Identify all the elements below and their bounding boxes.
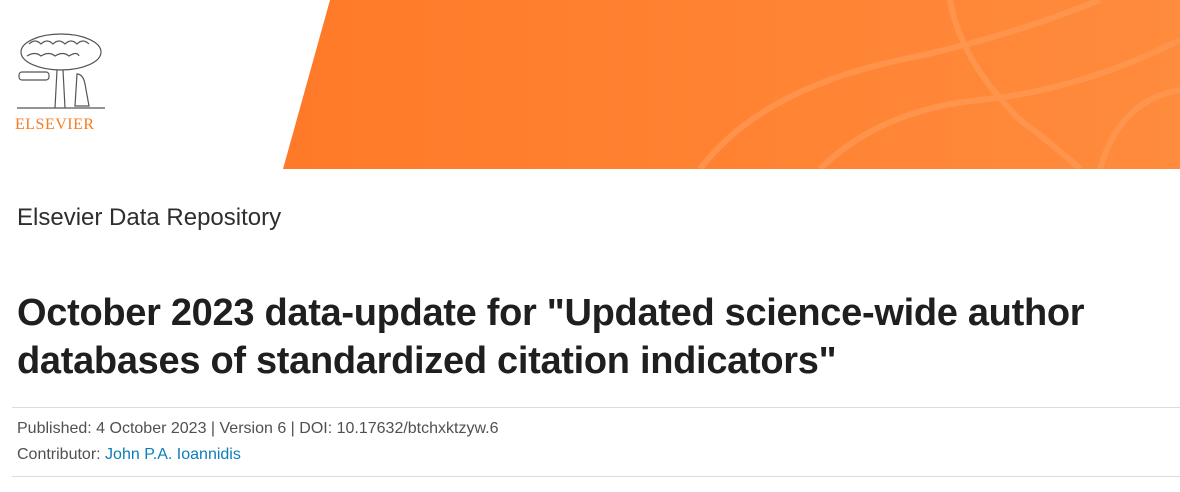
- dataset-title: October 2023 data-update for "Updated sc…: [17, 292, 1085, 382]
- contributor-link[interactable]: John P.A. Ioannidis: [105, 446, 241, 463]
- publication-info: Published: 4 October 2023 | Version 6 | …: [17, 420, 499, 437]
- elsevier-tree-logo[interactable]: [15, 30, 107, 110]
- header-banner: [283, 0, 1180, 169]
- contributor-line: Contributor: John P.A. Ioannidis: [17, 442, 1180, 468]
- main-content: Elsevier Data Repository October 2023 da…: [0, 169, 1180, 477]
- divider-bottom: [12, 476, 1180, 477]
- contributor-label: Contributor:: [17, 446, 101, 463]
- header: ELSEVIER: [0, 0, 1180, 169]
- repository-name[interactable]: Elsevier Data Repository: [17, 204, 282, 231]
- divider-top: [12, 407, 1180, 408]
- elsevier-logo-text: ELSEVIER: [15, 116, 95, 133]
- metadata: Published: 4 October 2023 | Version 6 | …: [0, 408, 1180, 476]
